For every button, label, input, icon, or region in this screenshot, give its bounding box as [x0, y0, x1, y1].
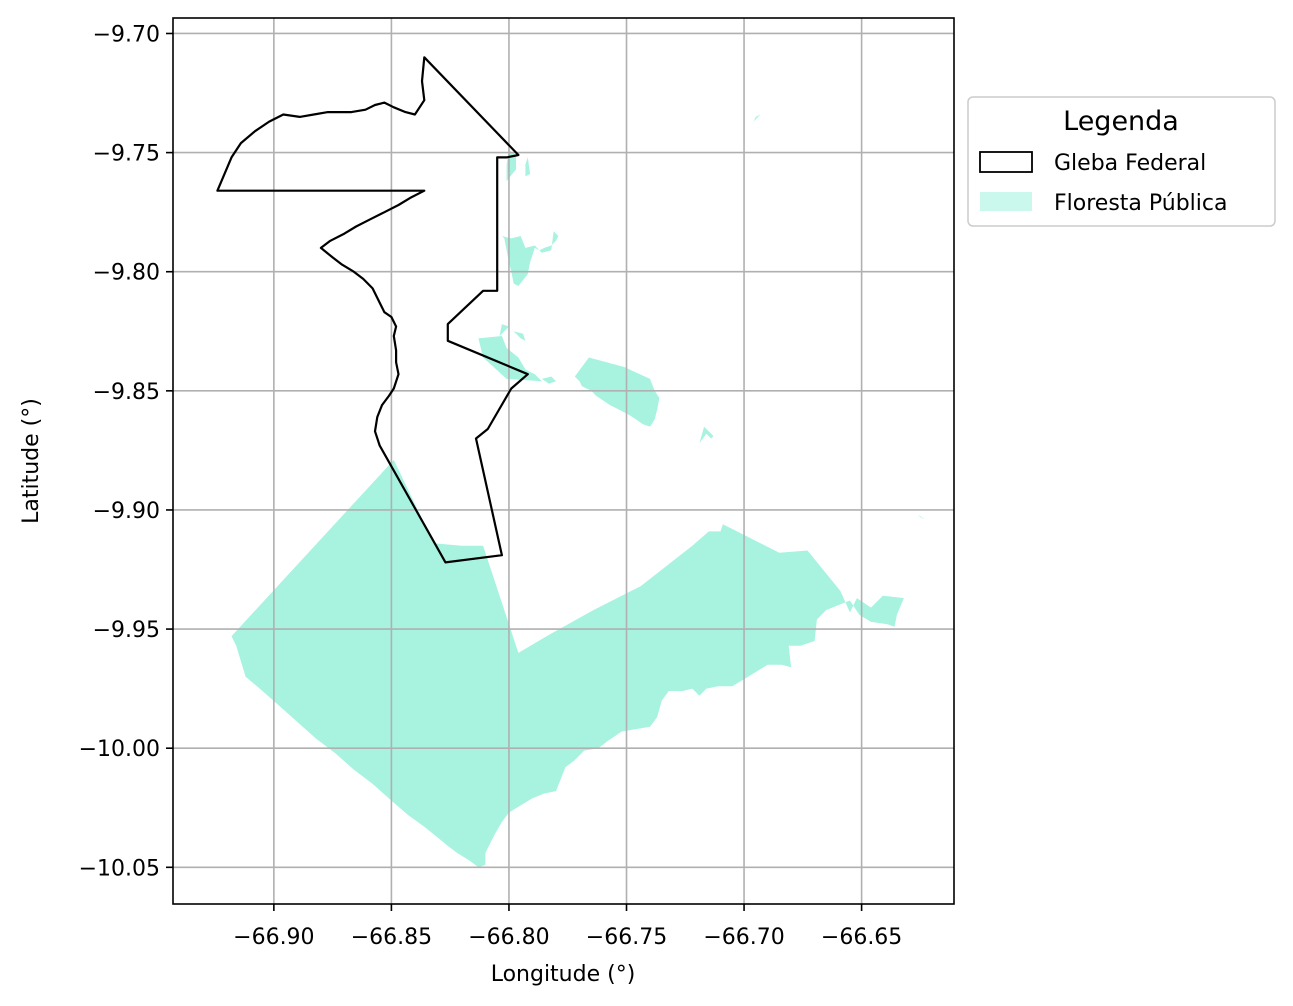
y-tick-label-4: −9.85: [93, 380, 160, 405]
grid: [173, 18, 954, 904]
y-tick-label-6: −9.95: [93, 618, 160, 643]
gleba-federal-polygon-1: [216, 56, 529, 564]
floresta-publica-polygon-10: [699, 426, 714, 444]
floresta-publica-polygon-7: [513, 331, 526, 341]
x-tick-label-4: −66.75: [586, 925, 667, 950]
floresta-publica-layer: [231, 114, 926, 868]
y-tick-label-7: −10.00: [79, 737, 160, 762]
floresta-publica-polygon-6: [499, 324, 509, 336]
floresta-publica-polygon-12: [918, 514, 926, 520]
legend-swatch-gleba-federal: [979, 151, 1033, 173]
floresta-publica-polygon-9: [574, 357, 660, 427]
x-axis-title: Longitude (°): [491, 962, 636, 987]
axes-frame: [172, 17, 955, 905]
floresta-publica-polygon-2: [478, 336, 542, 382]
x-tick-label-2: −66.85: [351, 925, 432, 950]
gleba-federal-layer: [216, 56, 529, 564]
y-tick-label-3: −9.80: [93, 261, 160, 286]
x-axis-ticks: −66.90 −66.85 −66.80 −66.75 −66.70 −66.65: [233, 904, 902, 950]
floresta-publica-polygon-1: [231, 459, 904, 868]
y-axis-title: Latitude (°): [19, 398, 44, 524]
y-tick-label-2: −9.75: [93, 142, 160, 167]
y-tick-label-8: −10.05: [79, 856, 160, 881]
x-tick-label-1: −66.90: [233, 925, 314, 950]
legend: Legenda Gleba Federal Floresta Pública: [967, 96, 1276, 227]
floresta-publica-polygon-11: [753, 114, 761, 122]
legend-frame: [967, 96, 1276, 227]
legend-title: Legenda: [1063, 106, 1179, 137]
legend-label-gleba-federal: Gleba Federal: [1054, 151, 1206, 176]
y-axis-ticks: −9.70 −9.75 −9.80 −9.85 −9.90 −9.95 −10.00 −10.…: [79, 22, 173, 881]
y-tick-label-1: −9.70: [93, 22, 160, 47]
legend-label-floresta-publica: Floresta Pública: [1054, 191, 1227, 216]
x-tick-label-3: −66.80: [468, 925, 549, 950]
floresta-publica-polygon-8: [541, 376, 556, 384]
legend-swatch-floresta-publica: [980, 192, 1032, 211]
y-tick-label-5: −9.90: [93, 499, 160, 524]
x-tick-label-6: −66.65: [821, 925, 902, 950]
x-tick-label-5: −66.70: [703, 925, 784, 950]
floresta-publica-polygon-4: [525, 157, 531, 177]
